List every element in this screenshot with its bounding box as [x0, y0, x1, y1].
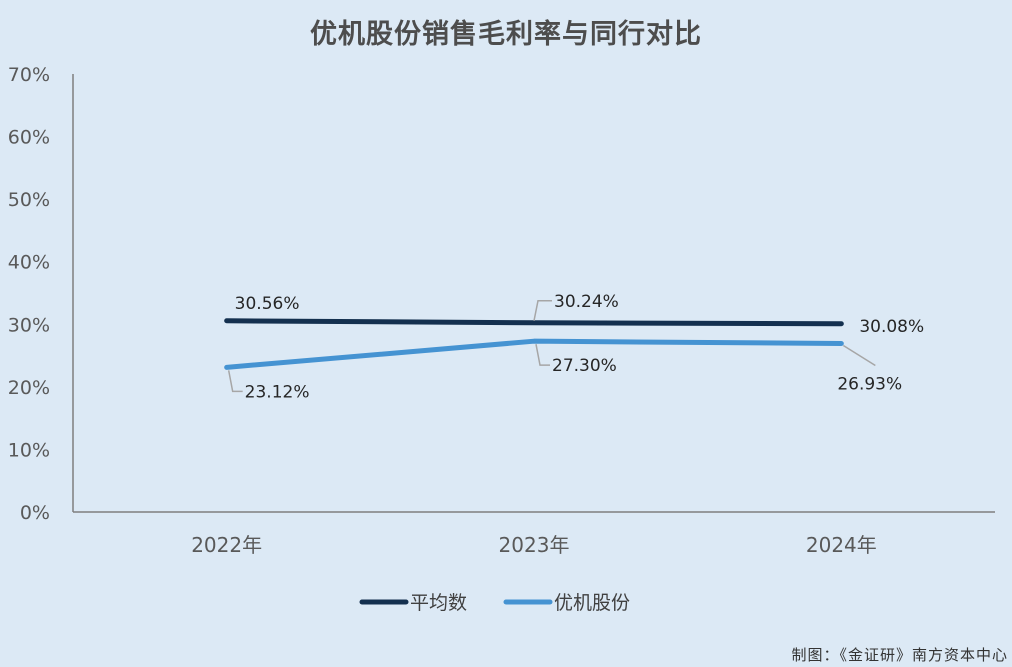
y-tick-label: 30% [8, 314, 50, 336]
x-tick-label: 2024年 [806, 533, 877, 557]
label-leader-line [535, 344, 550, 366]
y-tick-label: 50% [8, 189, 50, 211]
data-label: 30.24% [554, 292, 619, 312]
x-tick-label: 2022年 [191, 533, 262, 557]
legend-label: 优机股份 [554, 592, 630, 614]
y-tick-label: 40% [8, 252, 50, 274]
y-tick-label: 10% [8, 439, 50, 461]
chart-title: 优机股份销售毛利率与同行对比 [310, 19, 702, 50]
label-leader-line [227, 370, 243, 393]
y-tick-label: 0% [20, 502, 50, 524]
series-line-average [224, 318, 844, 327]
data-label: 26.93% [837, 374, 902, 394]
data-label: 23.12% [245, 382, 310, 402]
y-tick-label: 60% [8, 127, 50, 149]
y-tick-label: 20% [8, 377, 50, 399]
data-label: 30.08% [859, 317, 924, 337]
series-line-youji [224, 338, 844, 370]
x-tick-label: 2023年 [499, 533, 570, 557]
y-tick-label: 70% [8, 64, 50, 86]
label-leader-line [842, 344, 876, 367]
data-label: 27.30% [552, 356, 617, 376]
label-leader-line [533, 300, 552, 321]
credit-text: 制图：《金证研》南方资本中心 [791, 646, 1008, 664]
legend-label: 平均数 [410, 592, 467, 614]
data-label: 30.56% [235, 294, 300, 314]
